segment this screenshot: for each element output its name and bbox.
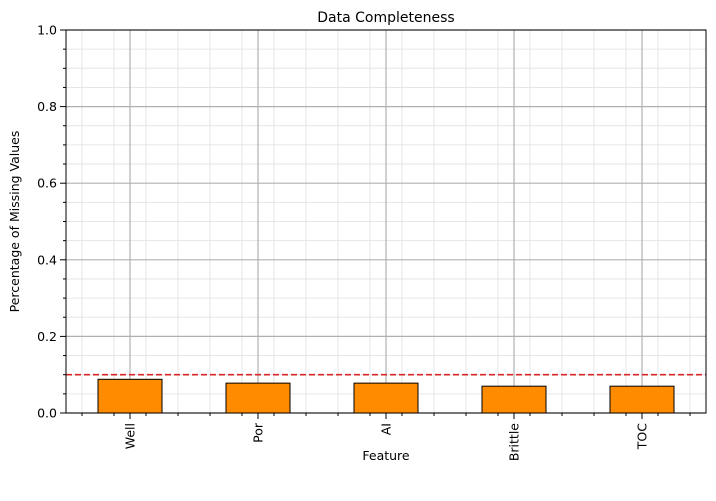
y-tick-label: 1.0 (37, 23, 57, 38)
y-tick-label: 0.2 (37, 329, 57, 344)
bar-ai (353, 382, 419, 414)
y-tick-label: 0.0 (37, 406, 57, 421)
y-axis-label: Percentage of Missing Values (7, 131, 22, 313)
bar-brittle (481, 385, 547, 414)
bar-por (225, 382, 291, 414)
grid-layer (66, 29, 706, 414)
chart-title: Data Completeness (317, 10, 454, 26)
x-tick-label: AI (379, 423, 394, 435)
x-tick-label: Por (251, 422, 266, 443)
y-tick-label: 0.4 (37, 252, 57, 267)
x-axis-label: Feature (362, 448, 410, 463)
bar-toc (609, 385, 675, 414)
x-tick-label: TOC (635, 423, 650, 450)
bars-layer (97, 378, 675, 414)
x-tick-label: Well (123, 423, 138, 449)
axis-layer: 0.0 0.2 0.4 0.6 0.8 1.0 Well Por AI Brittle TOC (37, 23, 691, 461)
x-tick-label: Brittle (507, 423, 522, 461)
y-tick-label: 0.8 (37, 99, 57, 114)
bar-well (97, 378, 163, 414)
y-tick-label: 0.6 (37, 176, 57, 191)
